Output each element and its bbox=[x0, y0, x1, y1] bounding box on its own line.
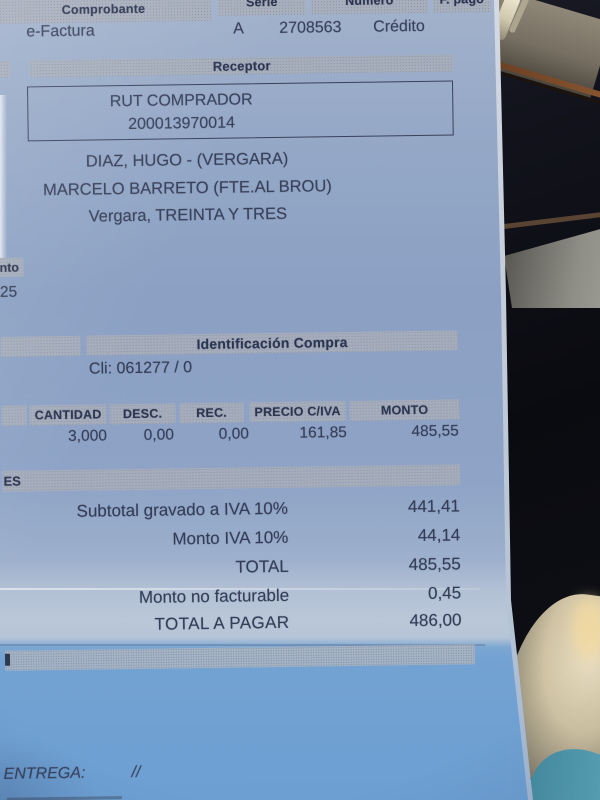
receptor-city: Vergara, TREINTA Y TRES bbox=[88, 204, 288, 226]
receptor-section-bar: Receptor bbox=[29, 54, 454, 78]
footer-rule-fragment bbox=[6, 796, 122, 800]
total-label: Monto IVA 10% bbox=[172, 527, 289, 549]
paper-left-glare bbox=[0, 95, 7, 270]
receptor-section-title: Receptor bbox=[212, 58, 271, 74]
identificacion-bar-fragment bbox=[0, 335, 81, 357]
fold-crease-highlight bbox=[0, 588, 480, 590]
entrega-label: ENTREGA: bbox=[3, 764, 86, 783]
total-label: TOTAL bbox=[235, 556, 289, 577]
items-header-precio: PRECIO C/IVA bbox=[249, 401, 346, 423]
header-comprobante-label: Comprobante bbox=[61, 1, 146, 17]
header-serie-cell: Serie bbox=[217, 0, 307, 16]
rut-box: RUT COMPRADOR 200013970014 bbox=[27, 80, 454, 142]
rut-label: RUT COMPRADOR bbox=[109, 91, 253, 111]
numero-value: 2708563 bbox=[279, 19, 342, 37]
rut-number: 200013970014 bbox=[128, 114, 236, 134]
total-a-pagar-value: 486,00 bbox=[409, 610, 462, 631]
header-serie-label: Serie bbox=[245, 0, 278, 10]
totales-bar-fragment-text: ES bbox=[3, 473, 21, 489]
total-value: 0,45 bbox=[427, 583, 462, 603]
divider-bar-fragment bbox=[4, 653, 11, 666]
client-line: Cli: 061277 / 0 bbox=[88, 359, 193, 378]
total-value: 485,55 bbox=[408, 554, 461, 575]
items-header-fragment bbox=[1, 405, 27, 426]
items-header-cantidad: CANTIDAD bbox=[29, 404, 107, 426]
item-desc: 0,00 bbox=[143, 426, 175, 444]
total-a-pagar-label: TOTAL A PAGAR bbox=[154, 612, 290, 634]
header-fpago-label: F. pago bbox=[440, 0, 485, 7]
items-header-desc: DESC. bbox=[109, 403, 176, 425]
fold-crease-shadow bbox=[0, 644, 485, 646]
entrega-value: // bbox=[131, 763, 141, 782]
invoice-document: Comprobante Serie Número F. pago e-Factu… bbox=[0, 0, 492, 800]
serie-value: A bbox=[233, 20, 245, 38]
total-value: 441,41 bbox=[407, 496, 461, 517]
item-precio: 161,85 bbox=[299, 424, 347, 442]
clipped-column-label: nto bbox=[0, 257, 24, 277]
clipped-column-value: 25 bbox=[0, 283, 18, 301]
section-divider-bar bbox=[4, 644, 476, 671]
sunlit-fabric-highlight bbox=[572, 598, 600, 658]
identificacion-section-title: Identificación Compra bbox=[196, 333, 348, 353]
header-comprobante-cell: Comprobante bbox=[0, 0, 212, 24]
total-label: Subtotal gravado a IVA 10% bbox=[76, 498, 289, 521]
comprobante-value: e-Factura bbox=[26, 22, 95, 41]
header-fpago-cell: F. pago bbox=[432, 0, 492, 13]
header-numero-label: Número bbox=[345, 0, 394, 8]
item-rec: 0,00 bbox=[218, 425, 250, 443]
identificacion-section-bar: Identificación Compra bbox=[86, 330, 458, 356]
item-monto: 485,55 bbox=[411, 422, 459, 441]
receptor-bar-fragment bbox=[0, 60, 10, 78]
items-header-rec: REC. bbox=[179, 402, 244, 424]
total-label: Monto no facturable bbox=[138, 585, 290, 607]
item-cantidad: 3,000 bbox=[67, 427, 108, 445]
items-header-monto: MONTO bbox=[349, 399, 460, 421]
total-value: 44,14 bbox=[417, 525, 461, 546]
fpago-value: Crédito bbox=[373, 17, 425, 36]
header-numero-cell: Número bbox=[310, 0, 429, 15]
totales-section-bar: ES bbox=[2, 464, 461, 492]
